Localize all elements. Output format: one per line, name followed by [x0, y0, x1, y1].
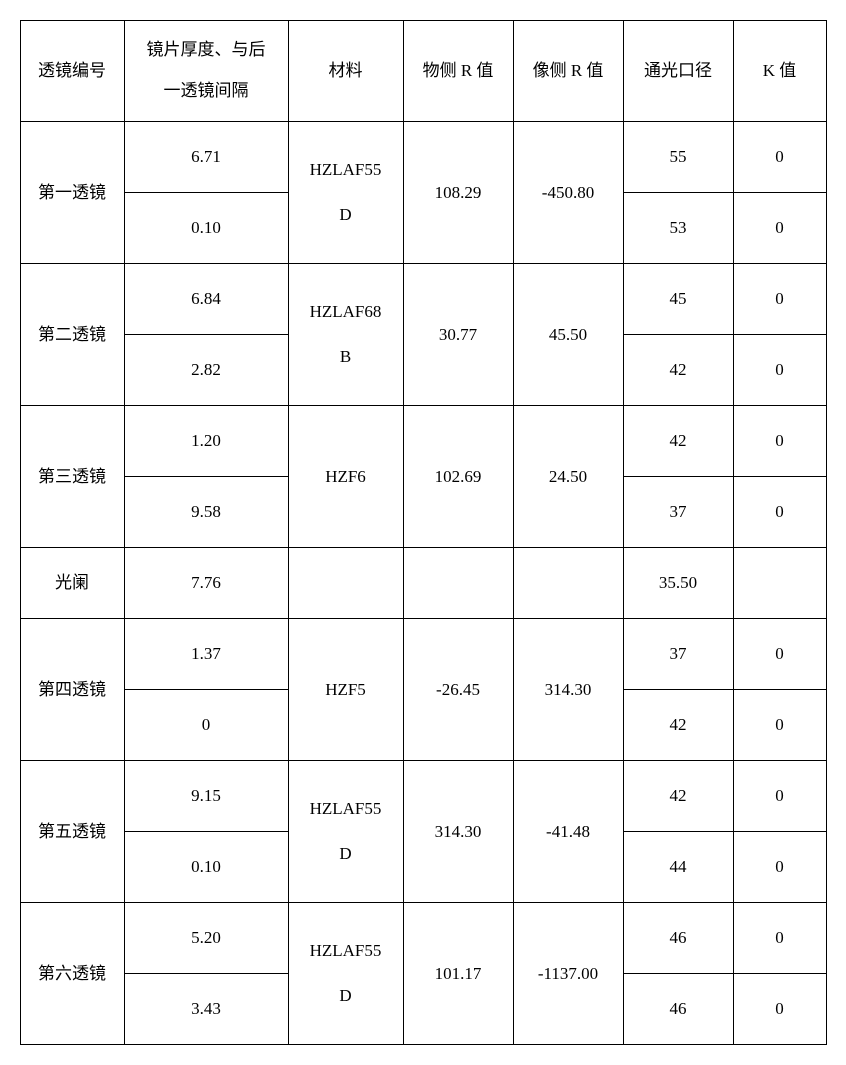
material-value: HZLAF55D: [288, 903, 403, 1045]
header-thickness: 镜片厚度、与后一透镜间隔: [124, 21, 288, 122]
obj-r-value: 102.69: [403, 406, 513, 548]
obj-r-value: [403, 548, 513, 619]
header-aperture: 通光口径: [623, 21, 733, 122]
img-r-value: -450.80: [513, 122, 623, 264]
aperture-value: 42: [623, 406, 733, 477]
lens-specification-table: 透镜编号 镜片厚度、与后一透镜间隔 材料 物侧 R 值 像侧 R 值 通光口径 …: [20, 20, 827, 1045]
k-value: 0: [733, 122, 826, 193]
lens-name: 第四透镜: [20, 619, 124, 761]
aperture-value: 45: [623, 264, 733, 335]
obj-r-value: 101.17: [403, 903, 513, 1045]
img-r-value: 45.50: [513, 264, 623, 406]
table-row: 第一透镜6.71HZLAF55D108.29-450.80550: [20, 122, 826, 193]
img-r-value: [513, 548, 623, 619]
img-r-value: 24.50: [513, 406, 623, 548]
header-material: 材料: [288, 21, 403, 122]
lens-name: 第二透镜: [20, 264, 124, 406]
k-value: 0: [733, 619, 826, 690]
material-value: HZF5: [288, 619, 403, 761]
table-row: 第五透镜9.15HZLAF55D314.30-41.48420: [20, 761, 826, 832]
thickness-value: 5.20: [124, 903, 288, 974]
obj-r-value: -26.45: [403, 619, 513, 761]
aperture-value: 37: [623, 619, 733, 690]
k-value: 0: [733, 690, 826, 761]
aperture-value: 53: [623, 193, 733, 264]
header-k: K 值: [733, 21, 826, 122]
material-value: HZLAF55D: [288, 122, 403, 264]
thickness-value: 9.15: [124, 761, 288, 832]
k-value: 0: [733, 193, 826, 264]
k-value: [733, 548, 826, 619]
thickness-value: 1.20: [124, 406, 288, 477]
k-value: 0: [733, 335, 826, 406]
thickness-value: 0.10: [124, 193, 288, 264]
aperture-value: 44: [623, 832, 733, 903]
img-r-value: 314.30: [513, 619, 623, 761]
table-row: 第四透镜1.37HZF5-26.45314.30370: [20, 619, 826, 690]
k-value: 0: [733, 264, 826, 335]
lens-name: 第一透镜: [20, 122, 124, 264]
thickness-value: 6.71: [124, 122, 288, 193]
img-r-value: -1137.00: [513, 903, 623, 1045]
thickness-value: 3.43: [124, 974, 288, 1045]
header-img-r: 像侧 R 值: [513, 21, 623, 122]
material-value: HZF6: [288, 406, 403, 548]
thickness-value: 0: [124, 690, 288, 761]
k-value: 0: [733, 903, 826, 974]
material-value: HZLAF68B: [288, 264, 403, 406]
table-row: 光阑7.76 35.50: [20, 548, 826, 619]
lens-name: 第三透镜: [20, 406, 124, 548]
obj-r-value: 314.30: [403, 761, 513, 903]
aperture-value: 42: [623, 761, 733, 832]
lens-name: 第五透镜: [20, 761, 124, 903]
aperture-value: 37: [623, 477, 733, 548]
k-value: 0: [733, 761, 826, 832]
obj-r-value: 30.77: [403, 264, 513, 406]
lens-name: 第六透镜: [20, 903, 124, 1045]
thickness-value: 1.37: [124, 619, 288, 690]
aperture-value: 42: [623, 335, 733, 406]
table-row: 第二透镜6.84HZLAF68B30.7745.50450: [20, 264, 826, 335]
aperture-value: 55: [623, 122, 733, 193]
table-row: 第三透镜1.20HZF6102.6924.50420: [20, 406, 826, 477]
table-row: 第六透镜5.20HZLAF55D101.17-1137.00460: [20, 903, 826, 974]
header-obj-r: 物侧 R 值: [403, 21, 513, 122]
table-header-row: 透镜编号 镜片厚度、与后一透镜间隔 材料 物侧 R 值 像侧 R 值 通光口径 …: [20, 21, 826, 122]
lens-name: 光阑: [20, 548, 124, 619]
k-value: 0: [733, 974, 826, 1045]
aperture-value: 35.50: [623, 548, 733, 619]
k-value: 0: [733, 406, 826, 477]
k-value: 0: [733, 832, 826, 903]
thickness-value: 6.84: [124, 264, 288, 335]
header-lens-no: 透镜编号: [20, 21, 124, 122]
aperture-value: 46: [623, 903, 733, 974]
img-r-value: -41.48: [513, 761, 623, 903]
thickness-value: 7.76: [124, 548, 288, 619]
aperture-value: 46: [623, 974, 733, 1045]
thickness-value: 9.58: [124, 477, 288, 548]
k-value: 0: [733, 477, 826, 548]
aperture-value: 42: [623, 690, 733, 761]
material-value: [288, 548, 403, 619]
material-value: HZLAF55D: [288, 761, 403, 903]
obj-r-value: 108.29: [403, 122, 513, 264]
thickness-value: 0.10: [124, 832, 288, 903]
thickness-value: 2.82: [124, 335, 288, 406]
